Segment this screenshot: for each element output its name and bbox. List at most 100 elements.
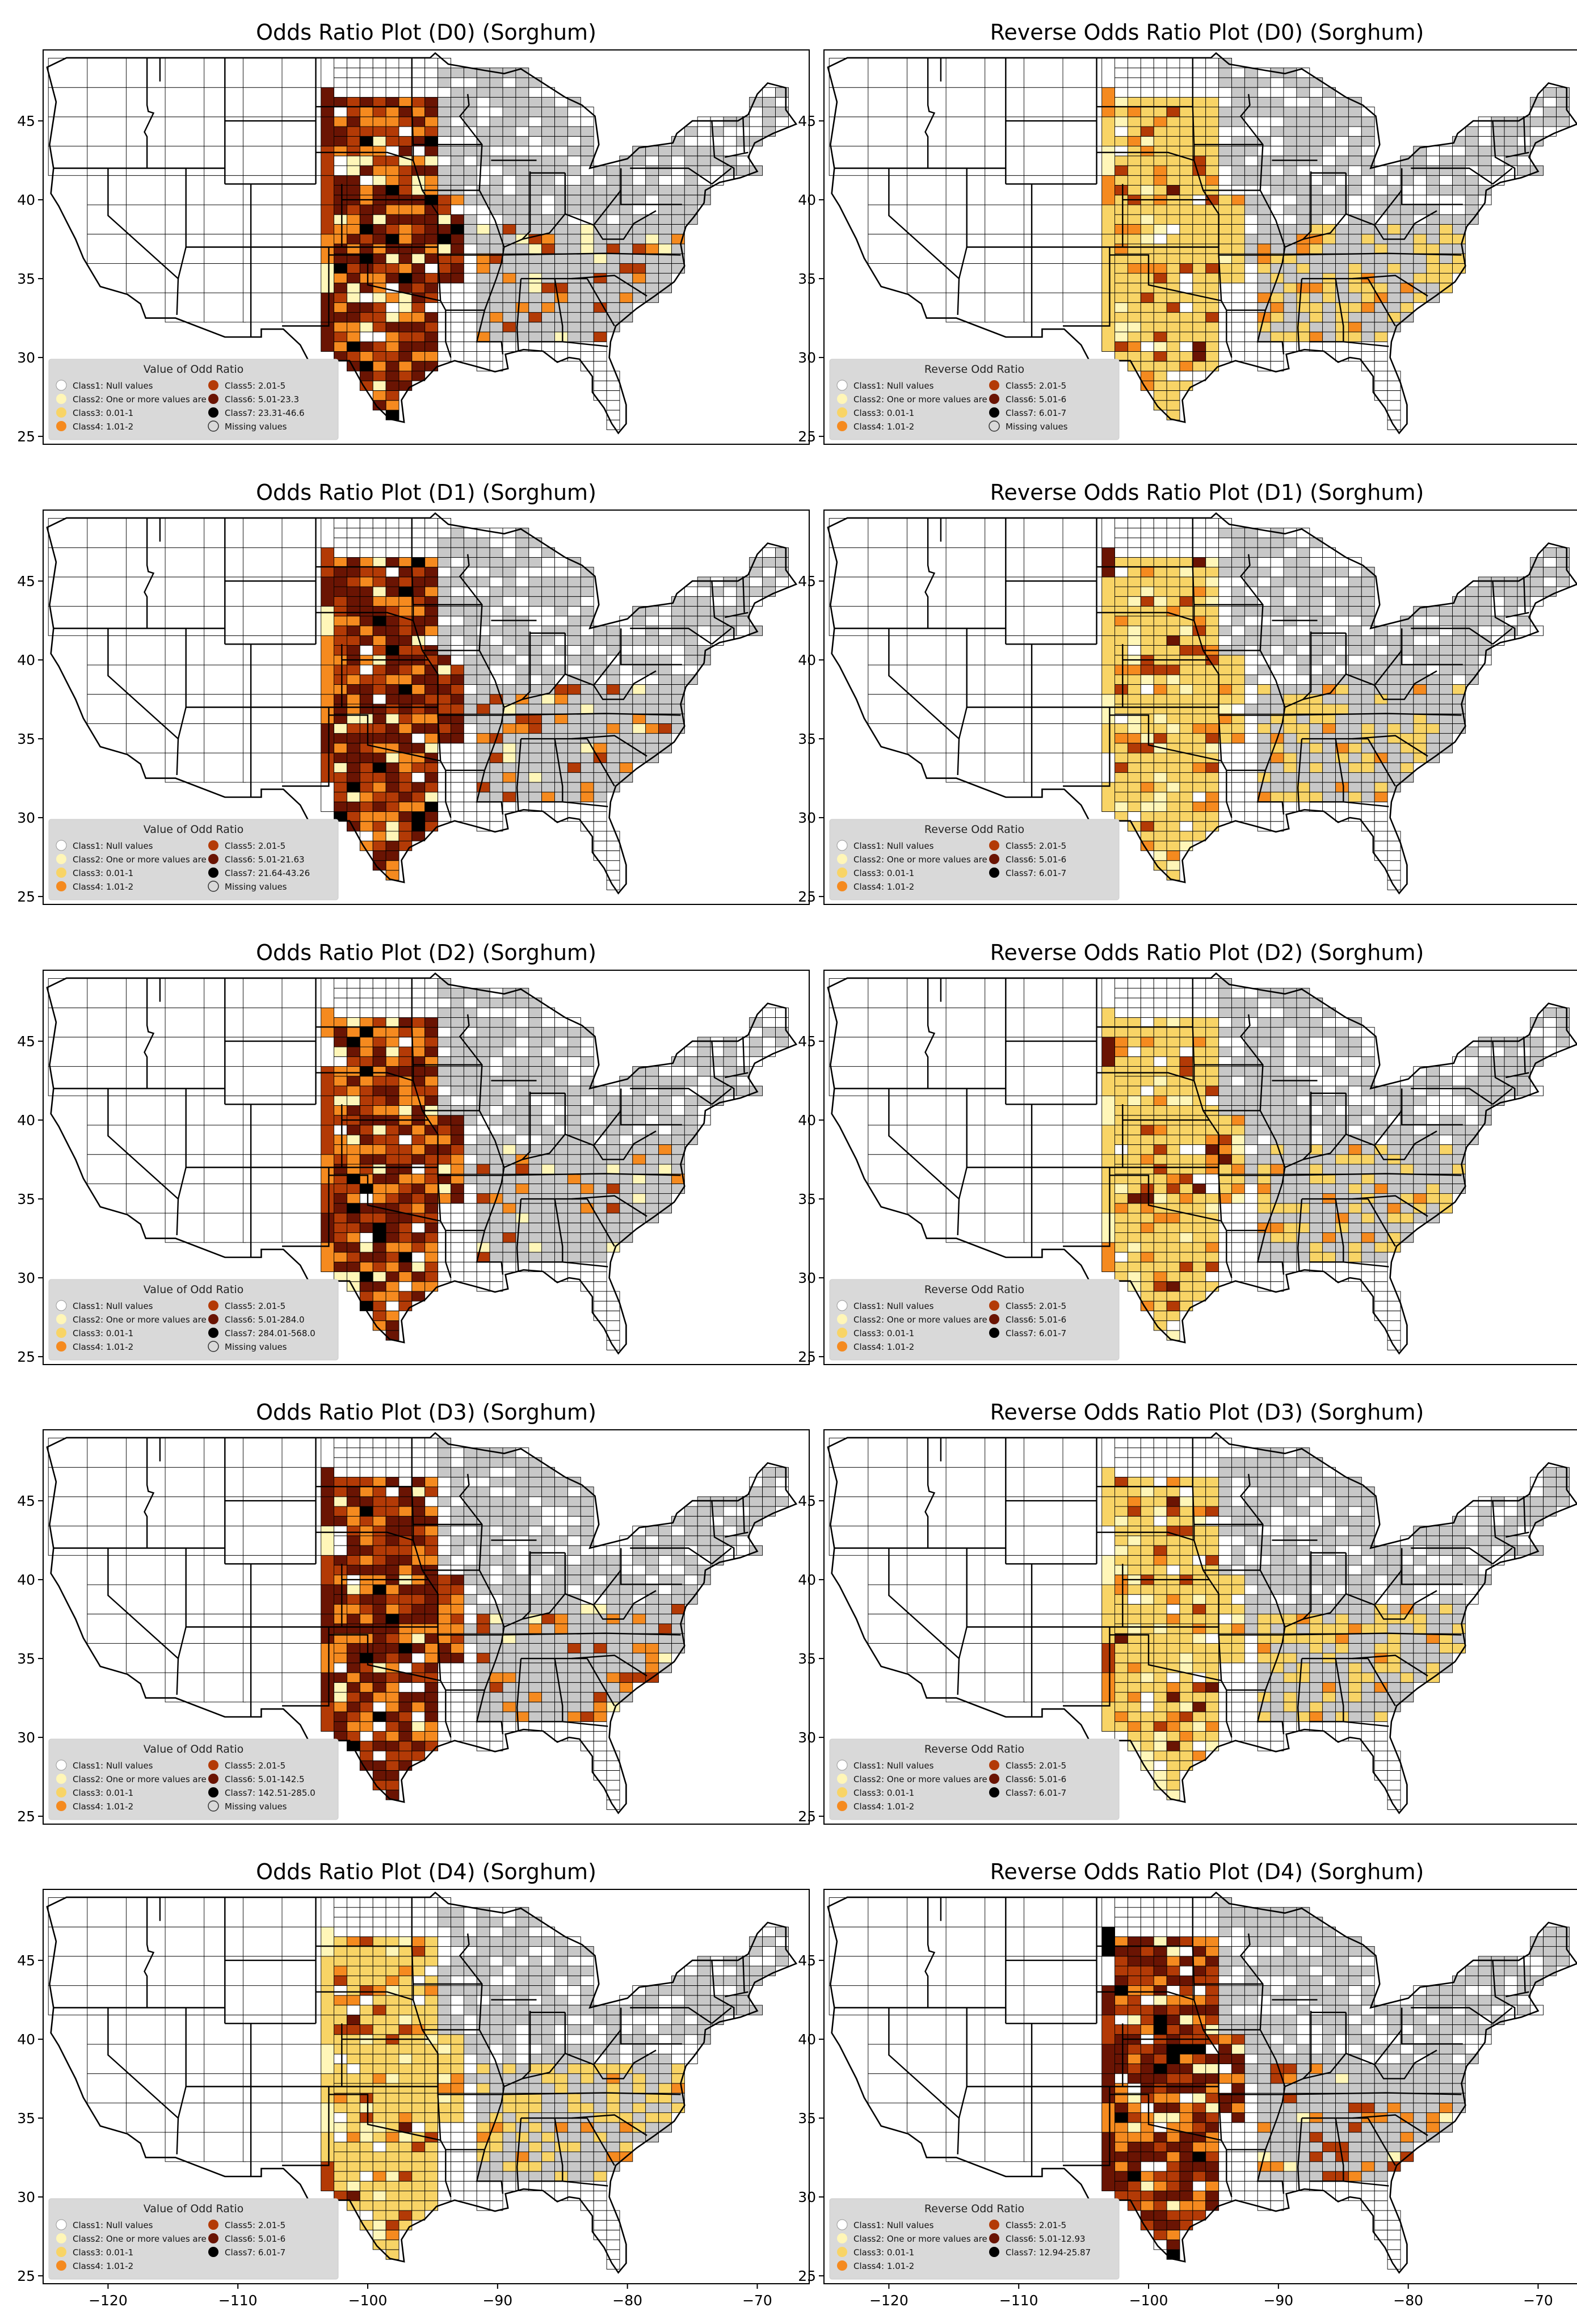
county-cell — [489, 1066, 503, 1077]
county-cell — [658, 155, 672, 166]
legend-marker — [837, 868, 847, 878]
county-cell — [1283, 576, 1297, 587]
county-cell — [1166, 331, 1180, 342]
county-cell — [1127, 782, 1141, 793]
county-cell — [1179, 107, 1193, 117]
county-cell — [1231, 87, 1245, 98]
county-cell — [762, 547, 776, 558]
county-cell — [372, 322, 386, 332]
y-tick-label: 30 — [17, 810, 35, 826]
county-cell — [1348, 331, 1362, 342]
county-cell — [463, 1232, 477, 1243]
county-cell — [463, 635, 477, 646]
county-cell — [658, 1105, 672, 1116]
county-cell — [580, 243, 594, 254]
county-cell — [1127, 224, 1141, 235]
county-cell — [1335, 704, 1349, 714]
county-cell — [619, 713, 633, 724]
county-cell — [385, 1173, 399, 1184]
county-cell — [1205, 713, 1219, 724]
legend-marker — [56, 1341, 66, 1352]
county-cell — [645, 175, 659, 186]
county-cell — [829, 978, 871, 1008]
county-cell — [1127, 1095, 1141, 1106]
county-cell — [334, 1222, 347, 1233]
county-cell — [1205, 528, 1219, 538]
county-cell — [1115, 762, 1128, 773]
county-cell — [762, 1007, 776, 1018]
county-cell — [398, 1095, 413, 1106]
county-cell — [593, 762, 607, 773]
county-cell — [515, 997, 529, 1008]
county-cell — [1192, 253, 1206, 264]
county-cell — [334, 1056, 347, 1067]
county-cell — [554, 1037, 568, 1047]
county-cell — [945, 547, 988, 578]
legend-marker — [208, 868, 218, 878]
county-cell — [1244, 625, 1258, 636]
county-cell — [398, 1017, 413, 1028]
county-cell — [372, 625, 386, 636]
county-cell — [985, 234, 1027, 264]
county-cell — [438, 625, 451, 636]
county-cell — [451, 87, 464, 98]
county-cell — [1361, 126, 1375, 137]
county-cell — [1166, 1320, 1180, 1331]
county-cell — [1166, 860, 1180, 871]
county-cell — [1413, 723, 1427, 734]
county-cell — [1192, 1222, 1206, 1233]
county-cell — [593, 1300, 607, 1311]
county-cell — [632, 1154, 646, 1165]
county-cell — [1400, 214, 1414, 225]
county-cell — [515, 224, 529, 235]
county-cell — [1556, 116, 1570, 127]
county-cell — [398, 263, 413, 274]
county-cell — [359, 821, 373, 832]
county-cell — [1439, 263, 1453, 274]
county-cell — [1335, 616, 1349, 626]
county-cell — [1322, 606, 1336, 617]
county-cell — [554, 107, 568, 117]
county-cell — [359, 684, 373, 695]
county-cell — [567, 155, 581, 166]
county-cell — [515, 175, 529, 186]
county-cell — [385, 723, 399, 734]
county-cell — [1257, 782, 1271, 793]
county-cell — [424, 331, 439, 342]
county-cell — [359, 136, 373, 146]
county-cell — [684, 195, 698, 205]
county-cell — [567, 1203, 581, 1214]
county-cell — [1335, 684, 1349, 695]
county-cell — [1361, 195, 1375, 205]
county-cell — [451, 586, 464, 597]
county-cell — [359, 674, 373, 685]
county-cell — [645, 655, 659, 666]
county-cell — [411, 253, 426, 264]
county-cell — [385, 674, 399, 685]
county-cell — [1322, 253, 1336, 264]
county-cell — [242, 1007, 285, 1038]
county-cell — [736, 596, 750, 607]
county-cell — [502, 1066, 516, 1077]
county-cell — [1218, 576, 1232, 587]
county-cell — [451, 234, 464, 245]
county-cell — [1296, 704, 1310, 714]
county-cell — [372, 664, 386, 675]
county-cell — [1127, 1203, 1141, 1214]
county-cell — [1153, 1281, 1167, 1292]
legend-marker — [989, 868, 999, 878]
county-cell — [334, 1144, 347, 1155]
county-cell — [1270, 165, 1284, 176]
county-cell — [398, 175, 413, 186]
county-cell — [281, 204, 324, 235]
county-cell — [1127, 341, 1141, 352]
county-cell — [580, 1242, 594, 1253]
county-cell — [1153, 1125, 1167, 1135]
county-cell — [1153, 165, 1167, 176]
county-cell — [1231, 234, 1245, 245]
county-cell — [1244, 273, 1258, 284]
county-cell — [1153, 762, 1167, 773]
county-cell — [1530, 126, 1544, 137]
county-cell — [1115, 1037, 1128, 1047]
county-cell — [1465, 155, 1479, 166]
